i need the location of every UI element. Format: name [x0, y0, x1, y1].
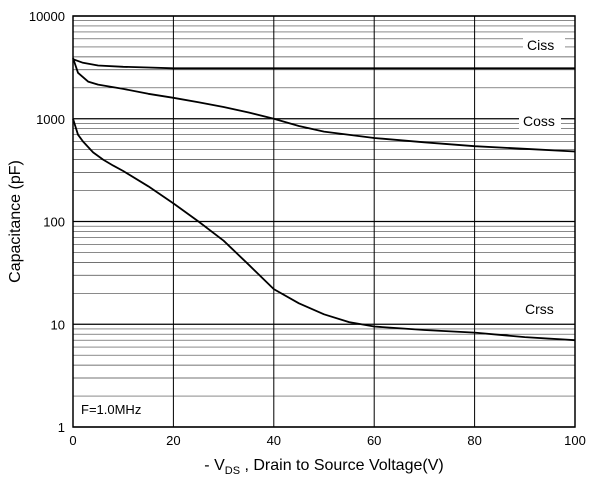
y-tick-label: 10	[51, 317, 65, 332]
series-label-ciss: Ciss	[527, 37, 554, 53]
y-tick-label: 1	[58, 420, 65, 435]
x-tick-label: 20	[166, 433, 180, 448]
y-tick-label: 100	[43, 215, 65, 230]
grid-minor-lines	[73, 20, 575, 397]
x-axis-title: - VDS , Drain to Source Voltage(V)	[204, 457, 443, 477]
frequency-note: F=1.0MHz	[75, 398, 171, 420]
series-label-bg-ciss	[523, 37, 565, 55]
series-line-crss	[72, 118, 576, 342]
x-axis-title-subscript: DS	[225, 465, 240, 477]
x-tick-label: 0	[69, 433, 76, 448]
series-label-crss: Crss	[525, 301, 554, 317]
y-axis-title: Capacitance (pF)	[7, 160, 24, 283]
x-tick-label: 40	[267, 433, 281, 448]
series-layer	[72, 57, 576, 342]
y-tick-label: 1000	[36, 112, 65, 127]
series-label-coss: Coss	[523, 113, 555, 129]
series-label-backgrounds: Ciss Coss Crss	[519, 37, 565, 319]
series-label-bg-coss	[519, 113, 561, 131]
frequency-note-box	[75, 398, 171, 420]
x-tick-label: 100	[564, 433, 586, 448]
series-line-ciss	[72, 58, 575, 70]
frequency-note-text: F=1.0MHz	[81, 402, 141, 417]
x-axis-title-prefix: - V	[204, 457, 225, 474]
series-label-bg-crss	[521, 301, 563, 319]
plot-frame	[72, 15, 576, 428]
series-line-coss	[72, 57, 576, 153]
tick-labels: 1 10 100 1000 10000 0 20 40 60 80 100	[29, 9, 586, 448]
x-axis-title-rest: , Drain to Source Voltage(V)	[240, 457, 444, 474]
x-tick-label: 60	[367, 433, 381, 448]
x-tick-label: 80	[467, 433, 481, 448]
y-tick-label: 10000	[29, 9, 65, 24]
